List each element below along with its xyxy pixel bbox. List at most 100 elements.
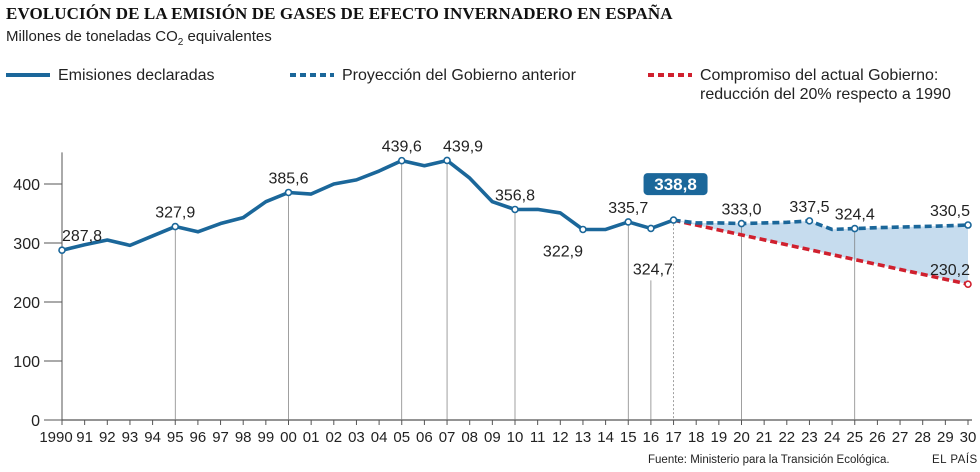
highlight-badge (643, 173, 708, 196)
x-tick-label: 02 (325, 429, 342, 446)
legend-label: Proyección del Gobierno anterior (342, 67, 576, 84)
y-tick-label: 200 (13, 295, 40, 312)
y-tick-label: 100 (13, 354, 40, 371)
data-point (284, 188, 293, 197)
legend-swatch-solid (6, 73, 50, 77)
data-label: 439,9 (443, 138, 483, 155)
data-label: 385,6 (268, 170, 308, 187)
data-point (579, 225, 587, 234)
data-label: 356,8 (495, 187, 535, 204)
data-point (737, 219, 746, 228)
x-tick-label: 13 (575, 429, 592, 446)
x-tick-label: 1990 (39, 429, 72, 446)
data-label: 324,4 (835, 207, 875, 224)
data-point (58, 246, 66, 254)
x-tick-label: 16 (643, 429, 660, 446)
x-tick-label: 23 (801, 429, 818, 446)
series-line-commitment (673, 218, 969, 286)
x-tick-label: 94 (144, 429, 161, 446)
data-label: 287,8 (62, 228, 102, 245)
legend-swatch-dashed-blue (290, 73, 334, 77)
legend-swatch-dashed-red (648, 73, 692, 77)
data-point (850, 224, 859, 233)
x-tick-label: 05 (393, 429, 410, 446)
data-point (805, 217, 814, 225)
series-line-declared (60, 158, 676, 252)
y-tick-label: 0 (31, 413, 40, 430)
x-tick-label: 19 (711, 429, 728, 446)
x-tick-label: 98 (235, 429, 252, 446)
source-note: Fuente: Ministerio para la Transición Ec… (648, 454, 890, 466)
x-tick-label: 04 (371, 429, 388, 446)
series-line-previous-projection (673, 218, 969, 232)
brand-logo: EL PAÍS (932, 454, 978, 466)
data-label: 333,0 (721, 202, 761, 219)
x-tick-label: 96 (190, 429, 207, 446)
subtitle-subscript: 2 (177, 37, 184, 48)
data-label: 335,7 (608, 200, 648, 217)
data-point (443, 156, 451, 165)
legend-item-current-commitment: Compromiso del actual Gobierno: reducción… (648, 66, 951, 104)
subtitle-text-end: equivalentes (183, 28, 272, 45)
x-tick-label: 07 (439, 429, 456, 446)
data-label: 327,9 (155, 205, 195, 222)
chart-subtitle: Millones de toneladas CO2 equivalentes (6, 28, 272, 48)
data-point (511, 205, 519, 214)
x-tick-label: 24 (824, 429, 841, 446)
x-tick-label: 93 (122, 429, 139, 446)
x-tick-label: 11 (530, 429, 546, 446)
data-point (964, 280, 972, 288)
legend-label: Emisiones declaradas (58, 67, 215, 84)
y-tick-label: 400 (13, 177, 40, 194)
x-tick-label: 97 (212, 429, 229, 446)
x-tick-label: 10 (507, 429, 524, 446)
x-tick-label: 03 (348, 429, 365, 446)
x-tick-label: 18 (688, 429, 705, 446)
x-tick-label: 27 (892, 429, 909, 446)
data-point (669, 216, 678, 224)
x-tick-label: 14 (597, 429, 614, 446)
x-tick-label: 12 (552, 429, 569, 446)
x-tick-label: 22 (778, 429, 795, 446)
data-point (624, 218, 633, 226)
x-tick-label: 17 (665, 429, 682, 446)
x-tick-label: 06 (416, 429, 433, 446)
x-tick-label: 95 (167, 429, 184, 446)
data-point (647, 224, 655, 233)
x-tick-label: 30 (960, 429, 977, 446)
x-tick-label: 21 (756, 429, 773, 446)
data-point (964, 221, 972, 229)
x-tick-label: 15 (620, 429, 637, 446)
x-tick-label: 28 (914, 429, 931, 446)
x-tick-label: 08 (461, 429, 478, 446)
data-label: 322,9 (543, 243, 583, 260)
x-tick-label: 29 (937, 429, 954, 446)
data-label: 337,5 (789, 199, 829, 216)
x-tick-label: 00 (280, 429, 297, 446)
data-label: 230,2 (930, 262, 970, 279)
data-label: 324,7 (633, 261, 673, 278)
chart-title: EVOLUCIÓN DE LA EMISIÓN DE GASES DE EFEC… (6, 4, 673, 23)
data-label: 330,5 (930, 203, 970, 220)
data-point (397, 156, 406, 165)
legend-item-previous-projection: Proyección del Gobierno anterior (290, 66, 576, 85)
y-tick-label: 300 (13, 236, 40, 253)
subtitle-text: Millones de toneladas CO (6, 28, 178, 45)
x-tick-label: 09 (484, 429, 501, 446)
gap-area (673, 220, 968, 285)
data-point (171, 222, 180, 231)
x-tick-label: 92 (99, 429, 116, 446)
legend-label: Compromiso del actual Gobierno: reducción… (700, 66, 951, 104)
x-tick-label: 91 (76, 429, 93, 446)
x-tick-label: 99 (258, 429, 275, 446)
legend-label-line1: Compromiso del actual Gobierno: (700, 67, 939, 84)
data-label-highlight: 338,8 (654, 175, 697, 194)
x-tick-label: 26 (869, 429, 886, 446)
x-tick-label: 20 (733, 429, 750, 446)
x-tick-label: 01 (303, 429, 320, 446)
legend-item-declared: Emisiones declaradas (6, 66, 215, 85)
data-label: 439,6 (382, 139, 422, 156)
legend-label-line2: reducción del 20% respecto a 1990 (700, 86, 951, 103)
x-tick-label: 25 (846, 429, 863, 446)
